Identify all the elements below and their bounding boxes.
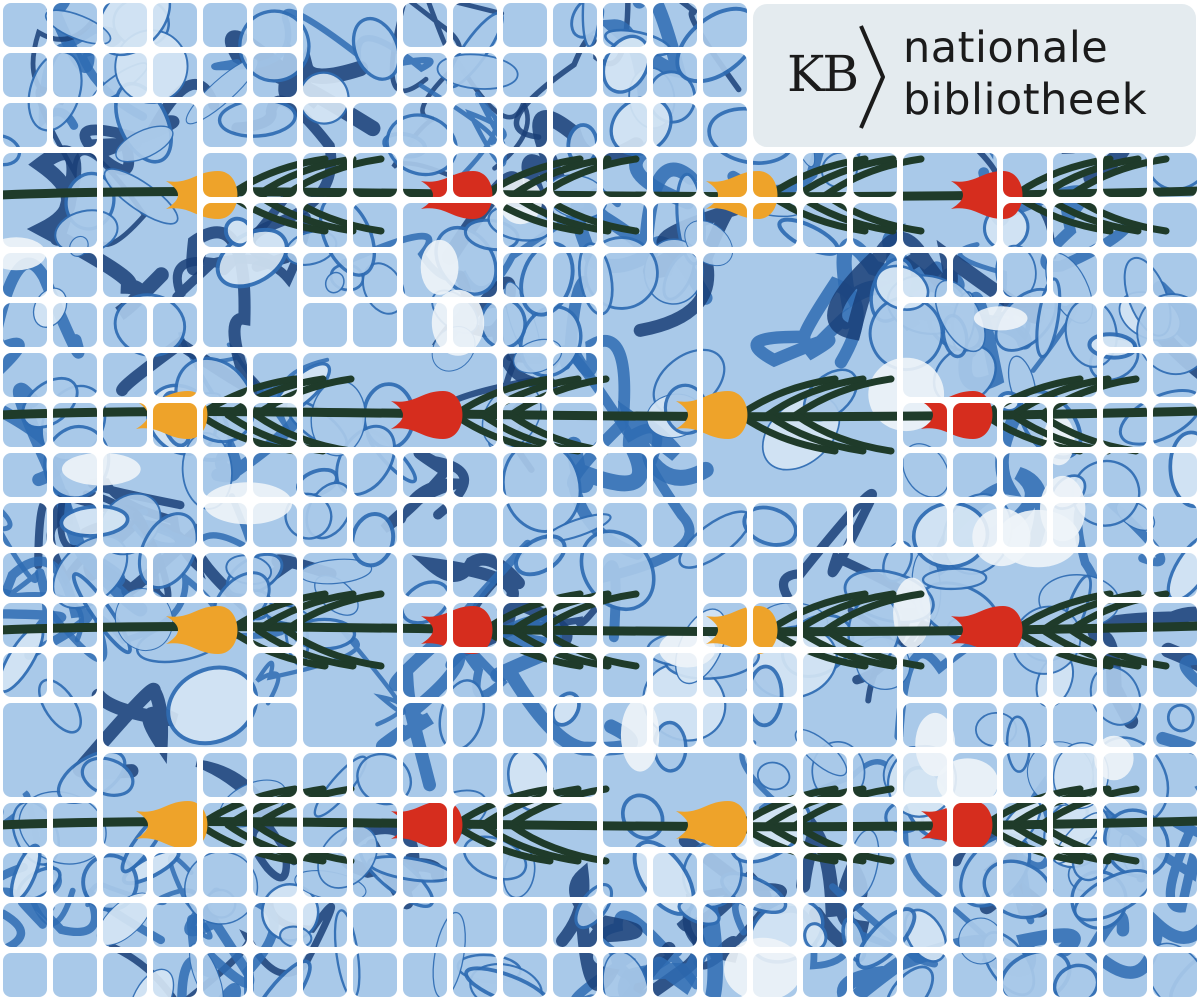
- kb-monogram: KB: [787, 45, 859, 103]
- kb-logo[interactable]: KB nationale bibliotheek: [753, 4, 1196, 147]
- kb-wordmark-line2: bibliotheek: [903, 75, 1148, 125]
- chevron-right-icon: [859, 25, 885, 129]
- kb-wordmark-line1: nationale: [903, 23, 1109, 73]
- kb-wordmark: nationale bibliotheek: [903, 22, 1147, 126]
